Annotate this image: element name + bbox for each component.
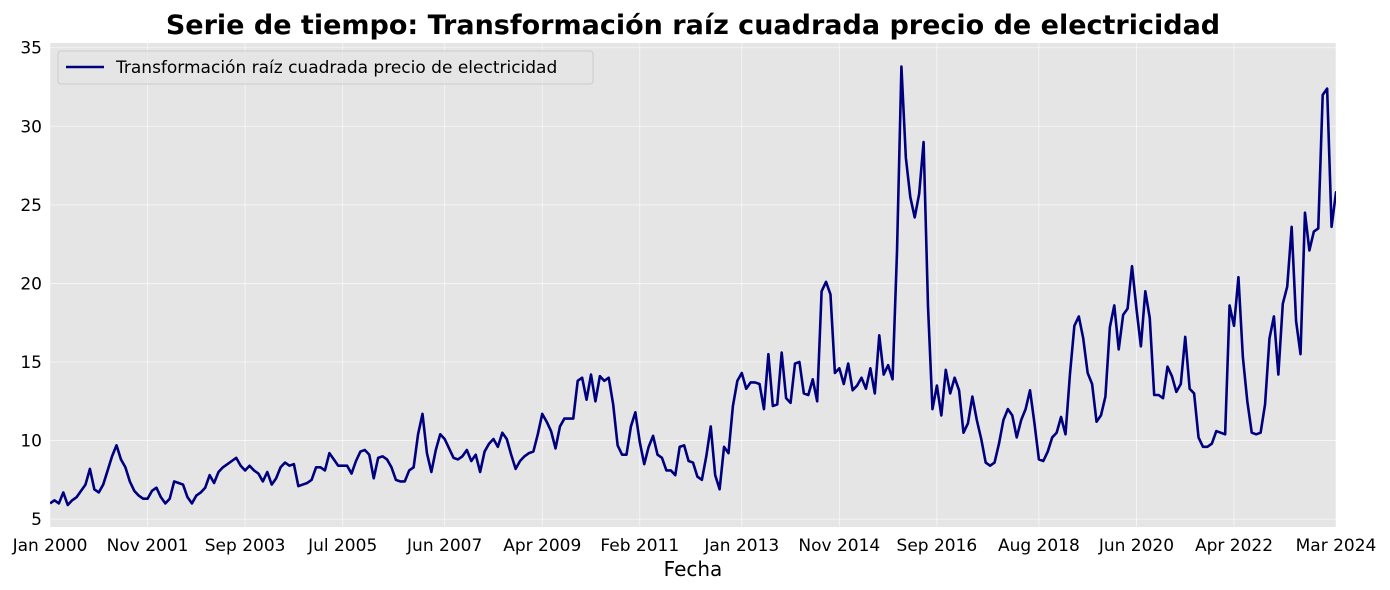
x-tick-label: Nov 2001	[107, 536, 189, 556]
x-tick-label: Apr 2022	[1195, 536, 1273, 556]
y-axis-ticks: 5 10 15 20 25 30 35	[20, 39, 42, 530]
x-tick-label: Sep 2016	[897, 536, 978, 556]
x-tick-label: Jan 2013	[703, 536, 779, 556]
x-tick-label: Jul 2005	[307, 536, 377, 556]
x-tick-label: Feb 2011	[600, 536, 679, 556]
y-tick-label: 35	[20, 39, 42, 59]
legend: Transformación raíz cuadrada precio de e…	[57, 50, 594, 85]
legend-label: Transformación raíz cuadrada precio de e…	[115, 58, 557, 78]
series-line	[50, 65, 1336, 507]
y-tick-label: 25	[20, 196, 42, 216]
y-tick-label: 15	[20, 353, 42, 373]
y-tick-label: 5	[31, 510, 42, 530]
y-tick-label: 10	[20, 432, 42, 452]
plot-area	[50, 43, 1336, 527]
x-tick-label: Sep 2003	[205, 536, 286, 556]
legend-box	[57, 50, 594, 85]
x-tick-label: Mar 2024	[1296, 536, 1377, 556]
x-tick-label: Jan 2000	[12, 536, 88, 556]
chart-title: Serie de tiempo: Transformación raíz cua…	[166, 10, 1220, 41]
x-tick-label: Nov 2014	[798, 536, 880, 556]
x-axis-ticks: Jan 2000 Nov 2001 Sep 2003 Jul 2005 Jun 2007…	[12, 536, 1377, 556]
x-tick-label: Jun 2020	[1098, 536, 1174, 556]
x-axis-label: Fecha	[664, 557, 723, 581]
y-tick-label: 30	[20, 117, 42, 137]
series-layer	[50, 65, 1336, 507]
x-tick-label: Aug 2018	[998, 536, 1080, 556]
x-tick-label: Apr 2009	[503, 536, 581, 556]
x-tick-label: Jun 2007	[406, 536, 482, 556]
y-tick-label: 20	[20, 274, 42, 294]
